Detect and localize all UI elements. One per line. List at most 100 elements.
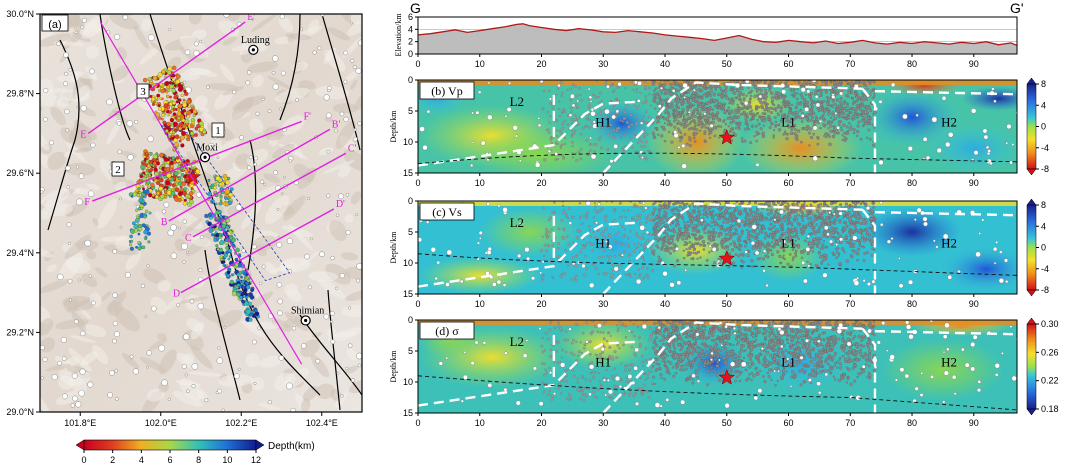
hypocenter: [823, 273, 828, 278]
hypocenter: [830, 81, 832, 83]
hypocenter: [793, 92, 796, 95]
hypocenter: [844, 238, 847, 241]
hypocenter: [673, 344, 675, 346]
hypocenter: [664, 140, 666, 142]
hypocenter: [814, 91, 817, 94]
hypocenter: [867, 282, 871, 286]
hypocenter: [677, 128, 679, 130]
hypocenter: [847, 338, 850, 341]
hypocenter: [999, 251, 1002, 254]
x-tick-label: 20: [536, 178, 546, 188]
hypocenter: [854, 91, 856, 93]
hypocenter: [723, 82, 726, 85]
hypocenter: [822, 234, 825, 237]
hypocenter: [598, 138, 601, 141]
hypocenter: [738, 255, 741, 258]
hypocenter: [636, 219, 638, 221]
hypocenter: [570, 111, 572, 113]
hypocenter: [834, 85, 837, 88]
hypocenter: [637, 99, 640, 102]
hypocenter: [797, 329, 799, 331]
hypocenter: [621, 148, 623, 150]
hypocenter: [759, 247, 762, 250]
hypocenter: [710, 89, 713, 92]
hypocenter: [832, 135, 835, 138]
hypocenter: [652, 233, 655, 236]
hypocenter: [768, 83, 770, 85]
hypocenter: [704, 130, 707, 133]
hypocenter: [813, 126, 817, 130]
hypocenter: [981, 219, 984, 222]
hypocenter: [712, 121, 715, 124]
hypocenter: [584, 274, 587, 277]
hypocenter: [850, 91, 853, 94]
hypocenter: [742, 339, 745, 342]
hypocenter: [693, 128, 695, 130]
hypocenter: [744, 114, 747, 117]
hypocenter: [837, 105, 840, 108]
hypocenter: [734, 109, 737, 112]
hypocenter: [983, 129, 987, 133]
hypocenter: [613, 239, 616, 242]
hypocenter: [645, 158, 648, 161]
hypocenter: [645, 110, 647, 112]
hypocenter: [859, 103, 861, 105]
hypocenter: [866, 137, 868, 139]
hypocenter: [691, 220, 693, 222]
hypocenter: [810, 99, 813, 102]
hypocenter: [644, 145, 646, 147]
hypocenter: [570, 94, 574, 98]
hypocenter: [730, 224, 733, 227]
hypocenter: [716, 364, 719, 367]
hypocenter: [624, 111, 627, 114]
zone-label: 2: [115, 164, 121, 176]
hypocenter: [589, 229, 591, 231]
hypocenter: [657, 134, 659, 136]
hypocenter: [805, 113, 808, 116]
hypocenter: [569, 114, 572, 117]
hypocenter: [852, 242, 855, 245]
hypocenter: [678, 224, 680, 226]
hypocenter: [682, 324, 684, 326]
hypocenter: [604, 216, 607, 219]
hypocenter: [852, 236, 857, 241]
hypocenter: [634, 244, 636, 246]
hypocenter: [778, 124, 780, 126]
hypocenter: [622, 236, 624, 238]
hypocenter: [563, 120, 565, 122]
hypocenter: [687, 358, 689, 360]
hypocenter: [797, 245, 800, 248]
hypocenter: [868, 350, 871, 353]
hypocenter: [701, 327, 703, 329]
hypocenter: [664, 249, 667, 252]
hypocenter: [659, 218, 662, 221]
hypocenter: [754, 86, 757, 89]
hypocenter: [899, 284, 903, 288]
hypocenter: [726, 221, 729, 224]
hypocenter: [739, 351, 742, 354]
hypocenter: [683, 250, 685, 252]
hypocenter: [855, 96, 858, 99]
hypocenter: [843, 132, 845, 134]
hypocenter: [867, 116, 870, 119]
hypocenter: [795, 255, 797, 257]
hypocenter: [840, 98, 842, 100]
hypocenter: [693, 89, 695, 91]
hypocenter: [816, 224, 818, 226]
hypocenter: [873, 81, 875, 83]
hypocenter: [713, 339, 716, 342]
hypocenter: [860, 203, 862, 205]
hypocenter: [758, 353, 760, 355]
hypocenter: [752, 224, 757, 229]
hypocenter: [815, 215, 817, 217]
hypocenter: [769, 120, 771, 122]
hypocenter: [653, 208, 656, 211]
hypocenter: [745, 220, 747, 222]
hypocenter: [683, 110, 685, 112]
hypocenter: [846, 260, 849, 263]
hypocenter: [764, 89, 766, 91]
hypocenter: [789, 253, 791, 255]
hypocenter: [547, 244, 549, 246]
hypocenter: [824, 203, 826, 205]
hypocenter: [765, 96, 767, 98]
